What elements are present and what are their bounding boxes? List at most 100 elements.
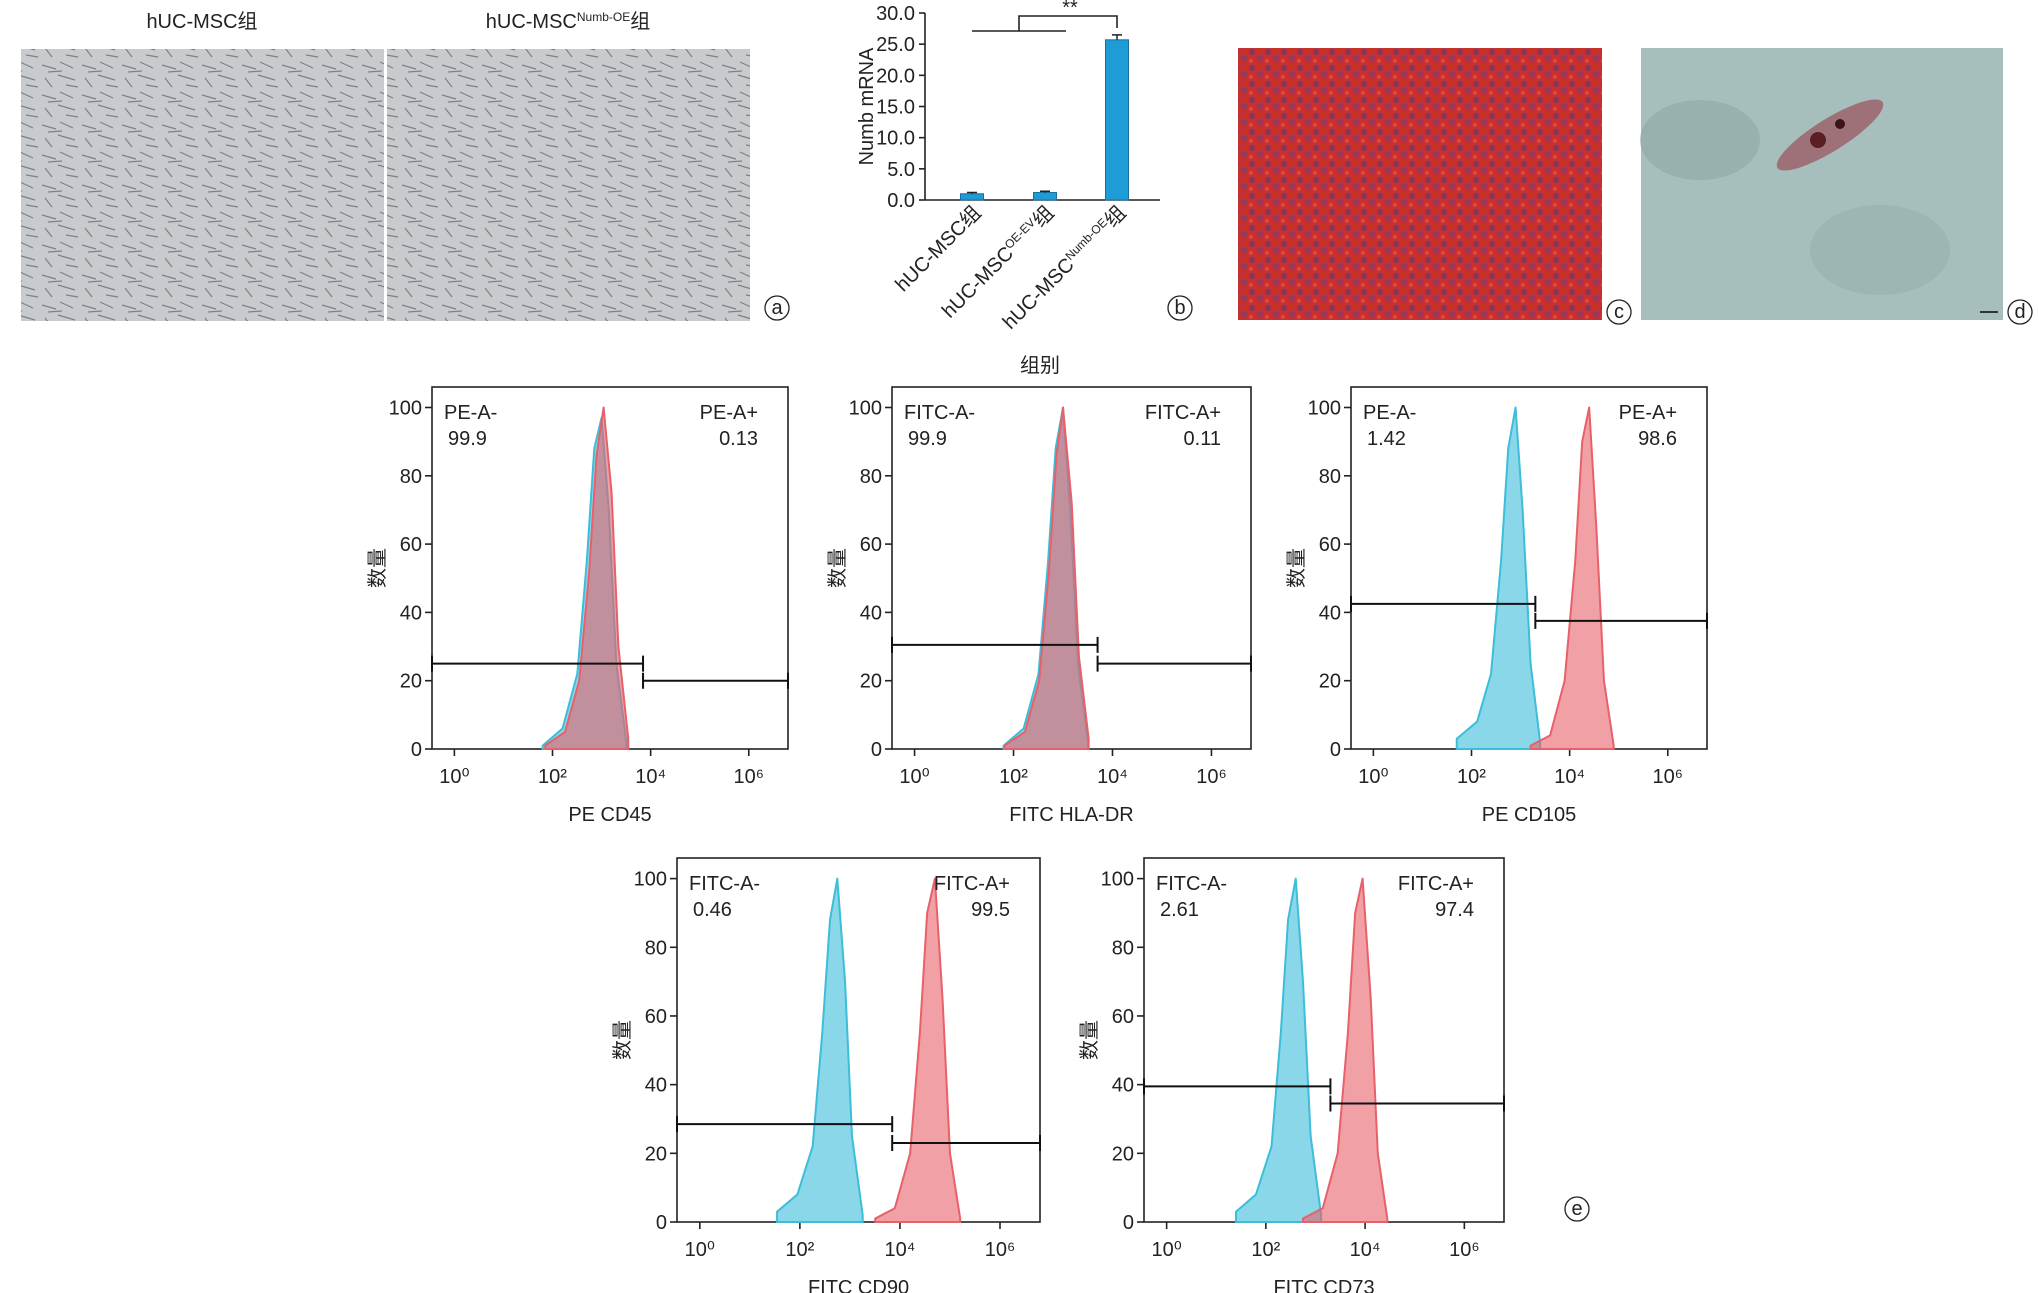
photo xyxy=(387,49,750,321)
photo xyxy=(1238,48,1602,320)
x-tick-label: 10² xyxy=(785,1239,814,1261)
x-axis-label: 组别 xyxy=(1020,354,1060,377)
x-tick-label: 10⁶ xyxy=(985,1239,1015,1261)
gate-value: 97.4 xyxy=(1435,899,1474,921)
gate-value: 0.46 xyxy=(693,899,732,921)
y-tick-label: 100 xyxy=(634,869,667,891)
gate xyxy=(891,1135,1041,1152)
x-tick-label: 10⁴ xyxy=(635,766,666,788)
panel-label-circle xyxy=(1564,1196,1590,1222)
y-tick-label: 60 xyxy=(400,534,422,556)
y-tick-label: 80 xyxy=(1112,937,1134,959)
distribution xyxy=(776,877,864,1223)
panel-label-circle xyxy=(1167,295,1193,321)
y-tick-label: 0 xyxy=(1330,739,1341,761)
y-tick-label: 0 xyxy=(656,1212,667,1234)
gate-name: FITC-A+ xyxy=(934,873,1010,895)
y-tick-label: 10.0 xyxy=(876,128,915,150)
x-axis-label: FITC CD73 xyxy=(1273,1277,1374,1293)
x-tick-label: 10⁶ xyxy=(734,766,764,788)
error-bar xyxy=(967,191,977,194)
error-bar xyxy=(1040,190,1050,193)
gate xyxy=(431,655,645,672)
error-bar xyxy=(1112,34,1122,40)
y-tick-label: 80 xyxy=(1319,466,1341,488)
gate-value: 99.9 xyxy=(908,428,947,450)
distribution xyxy=(1234,877,1323,1223)
y-tick-label: 30.0 xyxy=(876,3,915,25)
x-tick-label: 10⁶ xyxy=(1449,1239,1479,1261)
gate-name: FITC-A+ xyxy=(1398,873,1474,895)
y-tick-label: 0.0 xyxy=(887,190,915,212)
y-tick-label: 60 xyxy=(860,534,882,556)
distribution xyxy=(1455,406,1542,750)
distribution xyxy=(874,877,962,1223)
bar xyxy=(1105,39,1129,201)
gate-name: PE-A- xyxy=(444,402,497,424)
y-tick-label: 100 xyxy=(1308,397,1341,419)
x-tick-label: 10⁰ xyxy=(1358,766,1388,788)
photo-caption-part: Numb-OE xyxy=(577,10,630,24)
panel-label-circle xyxy=(764,295,790,321)
x-tick-label: 10⁴ xyxy=(1350,1239,1381,1261)
y-axis-label: 数量 xyxy=(366,548,389,588)
y-tick-label: 20 xyxy=(1112,1143,1134,1165)
photo-caption-part: 组 xyxy=(630,10,650,33)
gate-value: 1.42 xyxy=(1367,428,1406,450)
x-tick-label: 10⁰ xyxy=(899,766,929,788)
gate-name: FITC-A- xyxy=(1156,873,1227,895)
y-axis-label: 数量 xyxy=(1285,548,1308,588)
x-tick-label: 10² xyxy=(999,766,1028,788)
bar xyxy=(1033,192,1057,201)
gate-value: 0.13 xyxy=(719,428,758,450)
y-axis-label: 数量 xyxy=(826,548,849,588)
gate-name: FITC-A- xyxy=(904,402,975,424)
gate-value: 98.6 xyxy=(1638,428,1677,450)
x-tick-label: 10⁰ xyxy=(1151,1239,1181,1261)
y-tick-label: 5.0 xyxy=(887,159,915,181)
distribution xyxy=(1003,406,1090,750)
y-tick-label: 15.0 xyxy=(876,97,915,119)
panel-label: e xyxy=(1571,1198,1582,1220)
y-tick-label: 60 xyxy=(1319,534,1341,556)
gate xyxy=(1350,595,1537,612)
x-tick-label: 10² xyxy=(538,766,567,788)
x-tick-label: 10⁶ xyxy=(1653,766,1683,788)
y-tick-label: 20 xyxy=(400,671,422,693)
gate xyxy=(1096,655,1252,672)
gate-value: 2.61 xyxy=(1160,899,1199,921)
x-tick-label: 10⁶ xyxy=(1196,766,1226,788)
gate-name: FITC-A+ xyxy=(1145,402,1221,424)
y-tick-label: 0 xyxy=(1123,1212,1134,1234)
y-tick-label: 20 xyxy=(1319,671,1341,693)
y-tick-label: 40 xyxy=(645,1075,667,1097)
x-axis-label: PE CD105 xyxy=(1482,804,1577,826)
y-tick-label: 100 xyxy=(389,397,422,419)
y-tick-label: 80 xyxy=(400,466,422,488)
y-axis-label: Numb mRNA xyxy=(856,47,878,165)
x-axis-label: PE CD45 xyxy=(568,804,651,826)
gate-name: PE-A+ xyxy=(1619,402,1677,424)
x-tick-label: 10⁴ xyxy=(1097,766,1128,788)
gate xyxy=(891,636,1099,653)
y-tick-label: 80 xyxy=(645,937,667,959)
panel-label: b xyxy=(1174,297,1185,319)
photo-caption-part: hUC-MSC xyxy=(486,11,577,33)
y-tick-label: 40 xyxy=(400,602,422,624)
x-tick-label: 10² xyxy=(1251,1239,1280,1261)
bar xyxy=(960,193,984,201)
y-tick-label: 20.0 xyxy=(876,65,915,87)
x-axis-label: FITC CD90 xyxy=(808,1277,909,1293)
photo xyxy=(21,49,384,321)
x-tick-label: 10⁴ xyxy=(1554,766,1585,788)
gate-name: PE-A- xyxy=(1363,402,1416,424)
panel-label: c xyxy=(1614,301,1624,323)
x-axis-label: FITC HLA-DR xyxy=(1009,804,1133,826)
x-tick-label: 10⁰ xyxy=(439,766,469,788)
y-tick-label: 20 xyxy=(860,671,882,693)
x-tick-label: 10² xyxy=(1457,766,1486,788)
y-tick-label: 100 xyxy=(1101,869,1134,891)
gate-value: 99.5 xyxy=(971,899,1010,921)
x-tick-label-part: hUC-MSC xyxy=(999,254,1079,334)
